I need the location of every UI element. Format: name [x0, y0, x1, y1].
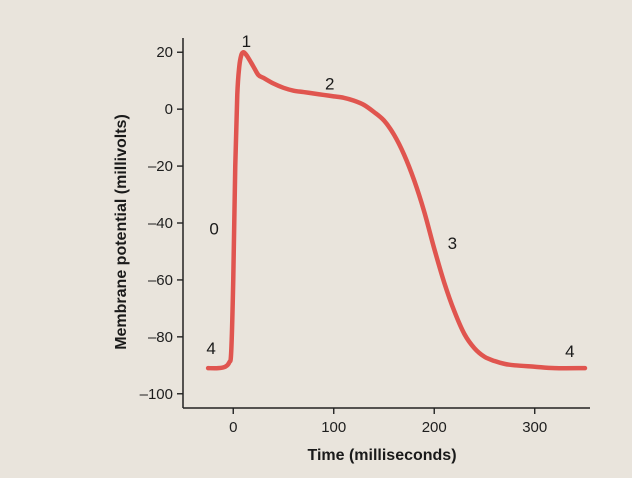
phase-label-4: 4 — [206, 339, 215, 358]
y-tick-label: –60 — [148, 272, 173, 289]
x-tick-label: 300 — [522, 419, 547, 436]
y-tick-label: –100 — [140, 386, 173, 403]
y-tick-label: –20 — [148, 158, 173, 175]
tick-marks — [177, 51, 536, 414]
plot-area — [205, 49, 588, 371]
phase-label-0: 0 — [209, 220, 218, 239]
phase-labels: 0 1 2 3 4 4 — [206, 32, 574, 361]
phase-label-1: 1 — [242, 32, 251, 51]
x-tick-label: 100 — [321, 419, 346, 436]
phase-label-5: 4 — [565, 342, 574, 361]
y-axis-title: Membrane potential (millivolts) — [113, 114, 130, 350]
x-axis-title: Time (milliseconds) — [307, 447, 456, 464]
x-tick-label: 200 — [422, 419, 447, 436]
y-tick-label: 0 — [165, 101, 173, 118]
y-tick-label: –80 — [148, 329, 173, 346]
action-potential-line — [205, 49, 588, 371]
y-tick-label: 20 — [156, 44, 173, 61]
phase-label-2: 2 — [325, 75, 334, 94]
phase-label-3: 3 — [448, 234, 457, 253]
x-tick-label: 0 — [229, 419, 237, 436]
y-tick-label: –40 — [148, 215, 173, 232]
